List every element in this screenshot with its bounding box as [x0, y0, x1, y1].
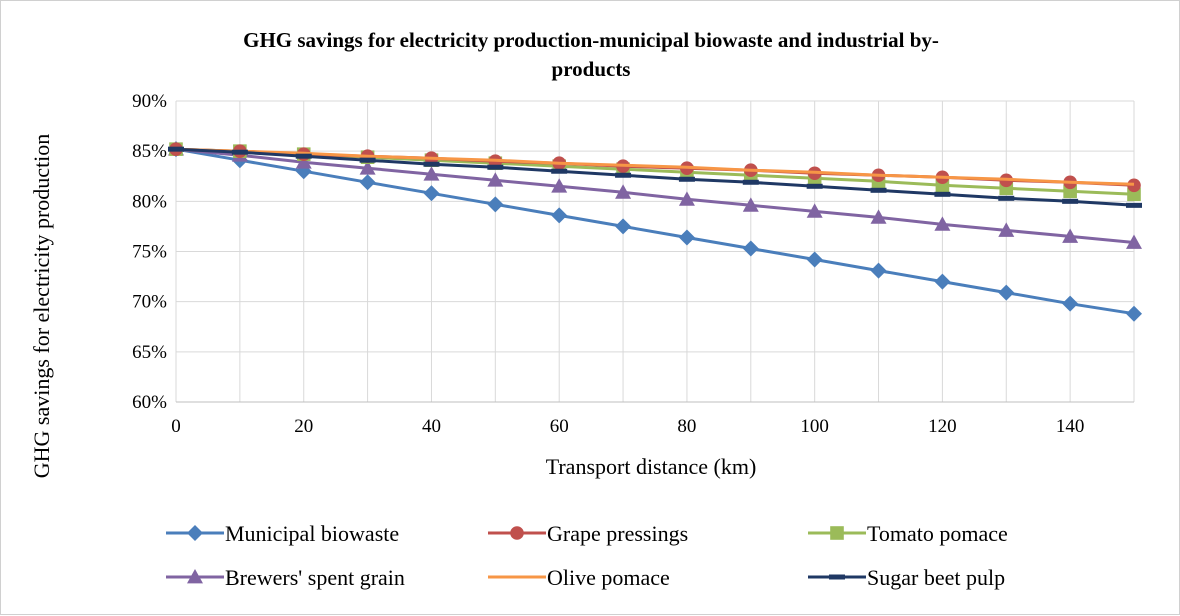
- data-point-marker: [423, 166, 440, 181]
- data-point-marker: [551, 168, 568, 174]
- y-tick-label: 65%: [132, 342, 167, 363]
- legend-label: Municipal biowaste: [225, 521, 399, 546]
- y-axis-ticks: 60% 65% 70% 75% 80% 85% 90%: [132, 91, 167, 413]
- data-point-marker: [359, 160, 376, 175]
- data-point-marker: [615, 218, 632, 235]
- legend-item: Municipal biowaste: [166, 521, 399, 546]
- series-line: [175, 147, 1135, 316]
- legend-item: Tomato pomace: [808, 521, 1008, 546]
- data-point-marker: [615, 184, 632, 199]
- data-point-marker: [1127, 178, 1141, 193]
- data-point-marker: [1126, 305, 1142, 322]
- data-point-marker: [678, 191, 695, 206]
- data-point-marker: [870, 262, 887, 279]
- series-line: [175, 147, 1135, 244]
- data-point-marker: [231, 149, 248, 155]
- series-sugar-beet-pulp: [168, 146, 1142, 208]
- y-axis-label: GHG savings for electricity production: [29, 134, 54, 479]
- series-olive-pomace: [175, 147, 1135, 186]
- data-point-marker: [1062, 295, 1079, 312]
- data-point-marker: [1126, 234, 1142, 249]
- data-point-marker: [742, 179, 759, 185]
- y-tick-label: 75%: [132, 242, 167, 263]
- y-tick-label: 85%: [132, 141, 167, 162]
- data-point-marker: [830, 526, 844, 540]
- data-point-marker: [934, 191, 951, 197]
- data-point-marker: [615, 172, 632, 178]
- chart-title-line-2: products: [552, 57, 631, 81]
- x-tick-label: 100: [800, 416, 829, 437]
- x-axis-label: Transport distance (km): [546, 454, 757, 479]
- data-point-marker: [1126, 202, 1142, 208]
- x-tick-label: 120: [928, 416, 957, 437]
- data-point-marker: [998, 195, 1015, 201]
- data-point-marker: [678, 229, 695, 246]
- data-point-marker: [551, 178, 568, 193]
- data-point-marker: [806, 183, 823, 189]
- data-point-marker: [870, 209, 887, 224]
- series-line: [175, 147, 1135, 186]
- data-point-marker: [187, 525, 203, 541]
- data-point-marker: [742, 197, 759, 212]
- data-point-marker: [359, 174, 376, 191]
- data-point-marker: [678, 176, 695, 182]
- data-point-marker: [934, 216, 951, 231]
- data-point-marker: [934, 273, 951, 290]
- data-point-marker: [487, 164, 504, 170]
- legend-item: Grape pressings: [488, 521, 688, 546]
- x-axis-ticks: 0 20 40 60 80 100 120 140: [171, 416, 1084, 437]
- chart-title-line-1: GHG savings for electricity production-m…: [243, 28, 939, 52]
- data-point-marker: [487, 172, 504, 187]
- x-tick-label: 40: [422, 416, 441, 437]
- data-point-marker: [1062, 228, 1079, 243]
- data-point-marker: [187, 569, 203, 584]
- series-brewers-spent-grain: [168, 141, 1142, 249]
- data-point-marker: [742, 240, 759, 257]
- data-point-marker: [806, 251, 823, 268]
- data-point-marker: [487, 196, 504, 213]
- series-line: [175, 147, 1135, 207]
- data-point-marker: [295, 153, 312, 159]
- data-point-marker: [168, 146, 184, 152]
- data-point-marker: [998, 222, 1015, 237]
- y-tick-label: 90%: [132, 91, 167, 112]
- data-point-marker: [998, 284, 1015, 301]
- data-point-marker: [295, 154, 312, 169]
- x-tick-label: 0: [171, 416, 181, 437]
- legend-label: Brewers' spent grain: [225, 565, 405, 590]
- legend-item: Olive pomace: [488, 565, 670, 590]
- legend-item: Sugar beet pulp: [808, 565, 1005, 590]
- grid-lines: [175, 100, 1135, 403]
- data-point-marker: [423, 161, 440, 167]
- x-tick-label: 60: [550, 416, 569, 437]
- x-tick-label: 80: [677, 416, 696, 437]
- plot-series: [168, 141, 1142, 322]
- x-tick-label: 20: [294, 416, 313, 437]
- data-point-marker: [870, 187, 887, 193]
- x-tick-label: 140: [1056, 416, 1085, 437]
- y-tick-label: 80%: [132, 191, 167, 212]
- y-tick-label: 60%: [132, 392, 167, 413]
- data-point-marker: [359, 157, 376, 163]
- legend-label: Olive pomace: [547, 565, 670, 590]
- y-tick-label: 70%: [132, 292, 167, 313]
- data-point-marker: [423, 185, 440, 202]
- data-point-marker: [806, 203, 823, 218]
- data-point-marker: [829, 574, 845, 580]
- data-point-marker: [510, 526, 524, 540]
- data-point-marker: [1062, 198, 1079, 204]
- legend-label: Grape pressings: [547, 521, 688, 546]
- legend-label: Sugar beet pulp: [867, 565, 1005, 590]
- legend-item: Brewers' spent grain: [166, 565, 405, 590]
- data-point-marker: [551, 207, 568, 224]
- legend-label: Tomato pomace: [867, 521, 1008, 546]
- legend: Municipal biowaste Grape pressings Tomato …: [166, 521, 1008, 590]
